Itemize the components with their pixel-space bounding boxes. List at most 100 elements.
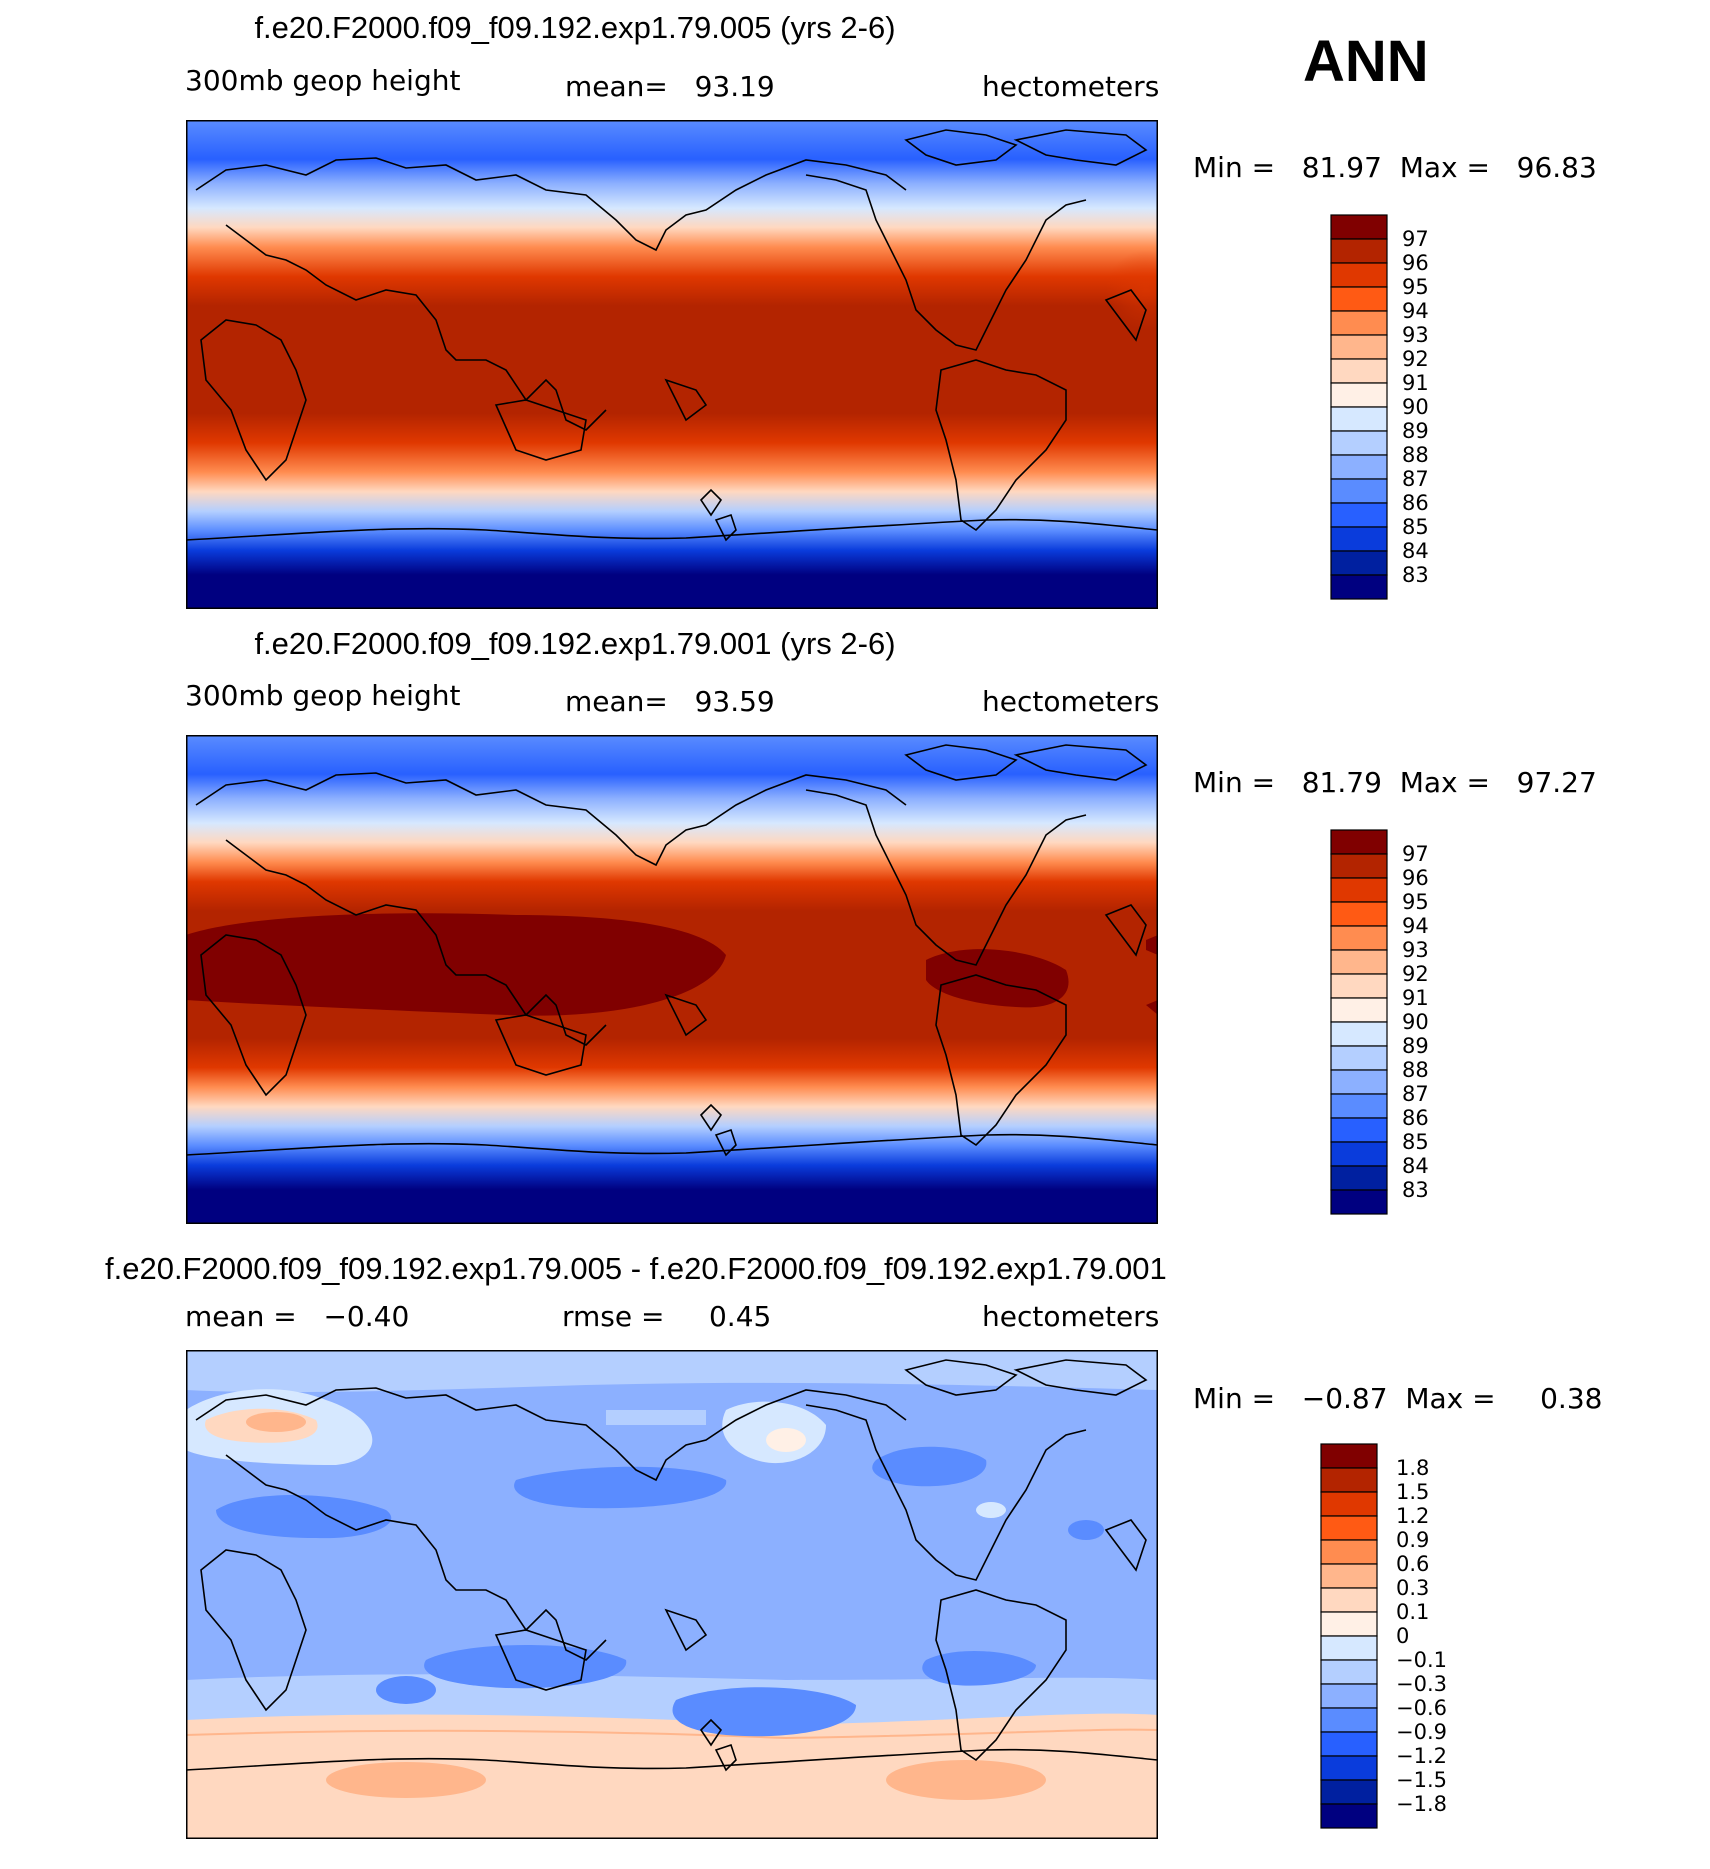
- panel2-coastlines: [186, 744, 1158, 1157]
- colorbar-tick-label: 94: [1402, 914, 1429, 938]
- colorbar-tick-label: 97: [1402, 227, 1429, 251]
- colorbar-swatch: [1330, 1069, 1388, 1095]
- colorbar-tick-label: 93: [1402, 938, 1429, 962]
- colorbar-tick-label: −0.9: [1396, 1720, 1447, 1744]
- panel3-title: f.e20.F2000.f09_f09.192.exp1.79.005 - f.…: [105, 1251, 1167, 1286]
- colorbar-tick-label: 87: [1402, 467, 1429, 491]
- colorbar-tick-label: −0.3: [1396, 1672, 1447, 1696]
- panel3-mean-label: mean = −0.40: [185, 1300, 410, 1333]
- colorbar-tick-label: 1.8: [1396, 1456, 1429, 1480]
- colorbar-tick-label: 1.2: [1396, 1504, 1429, 1528]
- colorbar-tick-label: 0.3: [1396, 1576, 1429, 1600]
- colorbar-tick-label: −1.8: [1396, 1792, 1447, 1816]
- panel1-mean-label: mean= 93.19: [565, 70, 775, 103]
- colorbar-swatch: [1320, 1491, 1378, 1517]
- colorbar-tick-label: 1.5: [1396, 1480, 1429, 1504]
- panel2-variable-label: 300mb geop height: [185, 679, 461, 712]
- colorbar-tick-label: 85: [1402, 515, 1429, 539]
- colorbar-tick-label: 91: [1402, 371, 1429, 395]
- panel3-rmse-label: rmse = 0.45: [562, 1300, 772, 1333]
- panel3-coastlines: [186, 1359, 1158, 1772]
- panel2-mean-label: mean= 93.59: [565, 685, 775, 718]
- panel1-units-label: hectometers: [982, 70, 1160, 103]
- colorbar-tick-label: 93: [1402, 323, 1429, 347]
- colorbar-swatch: [1320, 1731, 1378, 1757]
- colorbar-tick-label: −0.1: [1396, 1648, 1447, 1672]
- colorbar-swatch: [1320, 1683, 1378, 1709]
- colorbar-tick-label: −1.2: [1396, 1744, 1447, 1768]
- colorbar-tick-label: 96: [1402, 251, 1429, 275]
- colorbar-swatch: [1330, 1165, 1388, 1191]
- colorbar-swatch: [1330, 901, 1388, 927]
- colorbar-tick-label: 92: [1402, 962, 1429, 986]
- panel1-title: f.e20.F2000.f09_f09.192.exp1.79.005 (yrs…: [254, 10, 896, 45]
- panel3-units-label: hectometers: [982, 1300, 1160, 1333]
- colorbar-tick-label: 84: [1402, 1154, 1429, 1178]
- colorbar-swatch: [1330, 1189, 1388, 1215]
- colorbar-swatch: [1320, 1803, 1378, 1829]
- panel2-title: f.e20.F2000.f09_f09.192.exp1.79.001 (yrs…: [254, 626, 896, 661]
- colorbar-swatch: [1330, 382, 1388, 408]
- colorbar-tick-label: 87: [1402, 1082, 1429, 1106]
- colorbar-swatch: [1330, 238, 1388, 264]
- colorbar-tick-label: 90: [1402, 395, 1429, 419]
- panel2-max-region: [186, 913, 726, 1016]
- colorbar-swatch: [1320, 1779, 1378, 1805]
- colorbar-tick-label: 95: [1402, 890, 1429, 914]
- colorbar-tick-label: 83: [1402, 1178, 1429, 1202]
- colorbar-swatch: [1330, 430, 1388, 456]
- colorbar-tick-label: 95: [1402, 275, 1429, 299]
- colorbar-swatch: [1320, 1467, 1378, 1493]
- colorbar-tick-label: 83: [1402, 563, 1429, 587]
- colorbar-swatch: [1330, 949, 1388, 975]
- panel3-map: [186, 1350, 1158, 1839]
- colorbar-tick-label: 0.9: [1396, 1528, 1429, 1552]
- panel3-colorbar: 1.81.51.20.90.60.30.10−0.1−0.3−0.6−0.9−1…: [1320, 1443, 1447, 1829]
- panel1-minmax: Min = 81.97 Max = 96.83: [1193, 151, 1597, 184]
- colorbar-tick-label: 84: [1402, 539, 1429, 563]
- panel1-map: [186, 120, 1158, 609]
- colorbar-tick-label: 88: [1402, 443, 1429, 467]
- panel1-field: [186, 120, 1158, 609]
- colorbar-swatch: [1320, 1539, 1378, 1565]
- colorbar-swatch: [1330, 214, 1388, 240]
- colorbar-swatch: [1320, 1707, 1378, 1733]
- colorbar-tick-label: 94: [1402, 299, 1429, 323]
- colorbar-swatch: [1330, 502, 1388, 528]
- panel2-minmax: Min = 81.79 Max = 97.27: [1193, 766, 1597, 799]
- colorbar-swatch: [1330, 1117, 1388, 1143]
- colorbar-swatch: [1330, 1021, 1388, 1047]
- colorbar-swatch: [1330, 358, 1388, 384]
- panel2-units-label: hectometers: [982, 685, 1160, 718]
- colorbar-swatch: [1330, 262, 1388, 288]
- colorbar-swatch: [1330, 1093, 1388, 1119]
- colorbar-tick-label: 86: [1402, 1106, 1429, 1130]
- colorbar-swatch: [1330, 877, 1388, 903]
- colorbar-swatch: [1320, 1515, 1378, 1541]
- colorbar-swatch: [1320, 1563, 1378, 1589]
- colorbar-swatch: [1330, 550, 1388, 576]
- colorbar-swatch: [1330, 853, 1388, 879]
- panel3-minmax: Min = −0.87 Max = 0.38: [1193, 1382, 1603, 1415]
- colorbar-swatch: [1330, 286, 1388, 312]
- colorbar-tick-label: 88: [1402, 1058, 1429, 1082]
- colorbar-swatch: [1330, 478, 1388, 504]
- panel2-map: [186, 735, 1158, 1224]
- colorbar-tick-label: 96: [1402, 866, 1429, 890]
- colorbar-swatch: [1330, 454, 1388, 480]
- colorbar-tick-label: −1.5: [1396, 1768, 1447, 1792]
- colorbar-swatch: [1320, 1659, 1378, 1685]
- colorbar-tick-label: 86: [1402, 491, 1429, 515]
- colorbar-tick-label: 92: [1402, 347, 1429, 371]
- colorbar-swatch: [1320, 1635, 1378, 1661]
- colorbar-tick-label: 0: [1396, 1624, 1409, 1648]
- colorbar-swatch: [1330, 406, 1388, 432]
- colorbar-swatch: [1320, 1755, 1378, 1781]
- colorbar-tick-label: 89: [1402, 419, 1429, 443]
- colorbar-swatch: [1330, 997, 1388, 1023]
- colorbar-tick-label: 90: [1402, 1010, 1429, 1034]
- colorbar-swatch: [1330, 925, 1388, 951]
- colorbar-swatch: [1320, 1443, 1378, 1469]
